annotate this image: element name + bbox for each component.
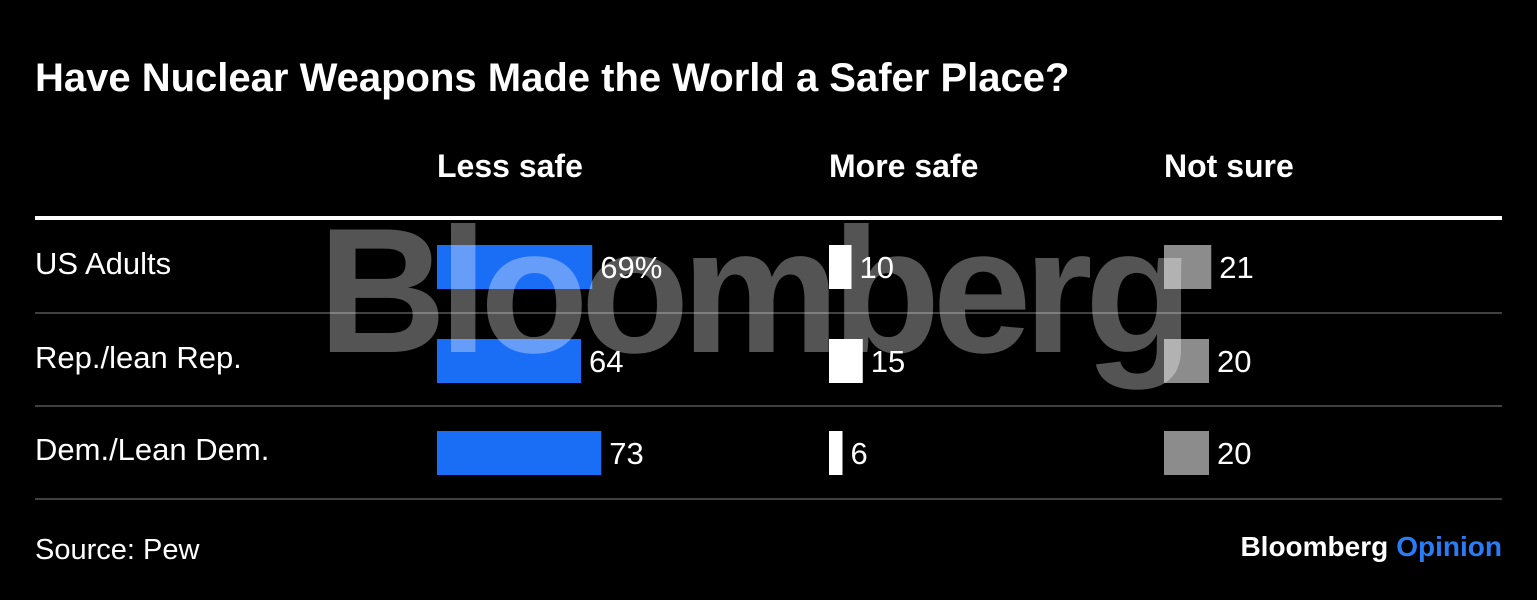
brand-main: Bloomberg	[1240, 531, 1388, 562]
value-label: 21	[1219, 250, 1253, 285]
bar-not-sure	[1164, 339, 1209, 383]
bar-less-safe	[437, 245, 593, 289]
bar-more-safe	[829, 339, 863, 383]
row-label: US Adults	[35, 246, 171, 281]
value-label: 6	[851, 436, 868, 471]
row-label: Dem./Lean Dem.	[35, 432, 269, 467]
column-headers: Less safe More safe Not sure	[437, 148, 1294, 184]
row-label: Rep./lean Rep.	[35, 340, 242, 375]
value-label: 15	[871, 344, 905, 379]
bar-more-safe	[829, 245, 852, 289]
bar-less-safe	[437, 339, 581, 383]
column-header-less-safe: Less safe	[437, 148, 583, 184]
chart-title: Have Nuclear Weapons Made the World a Sa…	[35, 56, 1069, 100]
value-label: 20	[1217, 436, 1251, 471]
source-note: Source: Pew	[35, 534, 200, 566]
value-label: 20	[1217, 344, 1251, 379]
column-header-more-safe: More safe	[829, 148, 978, 184]
column-header-not-sure: Not sure	[1164, 148, 1294, 184]
watermark: Bloomberg	[318, 191, 1185, 390]
bar-more-safe	[829, 431, 843, 475]
value-label: 73	[609, 436, 643, 471]
value-label: 64	[589, 344, 623, 379]
bar-less-safe	[437, 431, 602, 475]
value-label: 10	[860, 250, 894, 285]
chart-rows: US Adults 69% 10 21 Rep./lean Rep. 64 15 20 Dem.…	[35, 245, 1502, 500]
bar-not-sure	[1164, 431, 1209, 475]
brand-sub: Opinion	[1396, 531, 1502, 562]
value-label: 69%	[600, 250, 662, 285]
bar-not-sure	[1164, 245, 1212, 289]
brand-logo: Bloomberg Opinion	[1240, 531, 1502, 562]
